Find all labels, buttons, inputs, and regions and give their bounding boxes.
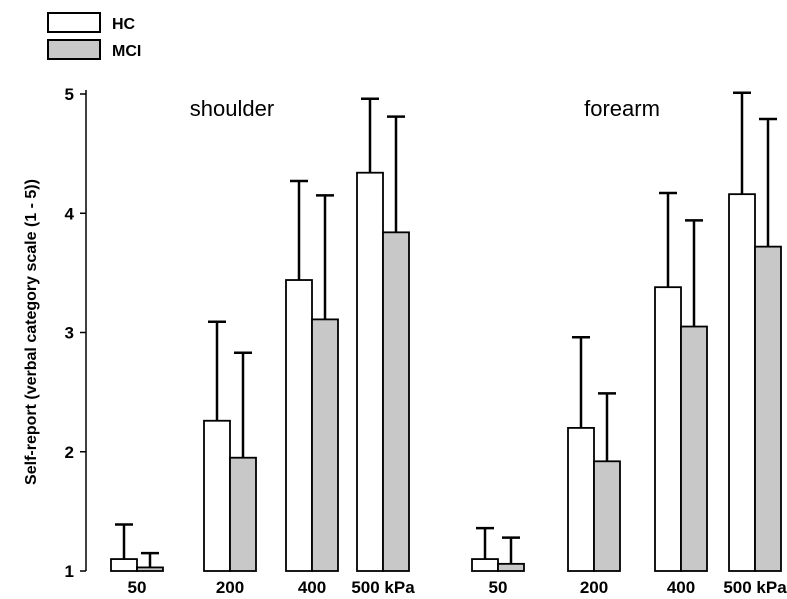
x-tick-label: 500 kPa — [351, 578, 415, 597]
legend-swatch-hc — [47, 12, 101, 33]
bar-mci — [497, 562, 525, 572]
x-tick-label: 200 — [580, 578, 608, 597]
legend-swatch-mci — [47, 39, 101, 60]
bar-mci — [311, 318, 339, 572]
y-axis-ticks: 1 2 3 4 5 — [65, 85, 86, 581]
bar-mci — [382, 231, 410, 572]
y-tick-label: 2 — [65, 443, 74, 462]
bar-hc — [728, 193, 756, 572]
bar-hc — [356, 171, 384, 572]
bar-hc — [285, 279, 313, 572]
bar-mci — [136, 566, 164, 572]
bar-hc — [203, 419, 231, 572]
bar-mci — [593, 460, 621, 572]
y-tick-label: 4 — [65, 204, 75, 223]
bar-mci — [229, 456, 257, 572]
bar-mci — [754, 245, 782, 572]
y-tick-label: 3 — [65, 324, 74, 343]
x-tick-label: 50 — [128, 578, 147, 597]
x-tick-label: 500 kPa — [723, 578, 787, 597]
y-axis-title: Self-report (verbal category scale (1 - … — [23, 179, 40, 485]
legend: HC MCI — [47, 12, 141, 60]
x-axis-labels: 50 200 400 500 kPa 50 200 400 500 kPa — [128, 578, 787, 597]
x-tick-label: 400 — [667, 578, 695, 597]
panel-title-forearm: forearm — [584, 96, 660, 121]
bar-mci — [680, 325, 708, 572]
x-tick-label: 400 — [298, 578, 326, 597]
y-tick-label: 1 — [65, 562, 74, 581]
bar-hc — [110, 558, 138, 572]
legend-label-hc: HC — [112, 16, 136, 33]
bars-group — [110, 91, 782, 572]
y-tick-label: 5 — [65, 85, 74, 104]
legend-label-mci: MCI — [112, 43, 141, 60]
x-tick-label: 200 — [216, 578, 244, 597]
bar-hc — [654, 286, 682, 572]
x-tick-label: 50 — [489, 578, 508, 597]
panel-title-shoulder: shoulder — [190, 96, 274, 121]
bar-hc — [471, 558, 499, 572]
bar-hc — [567, 426, 595, 572]
